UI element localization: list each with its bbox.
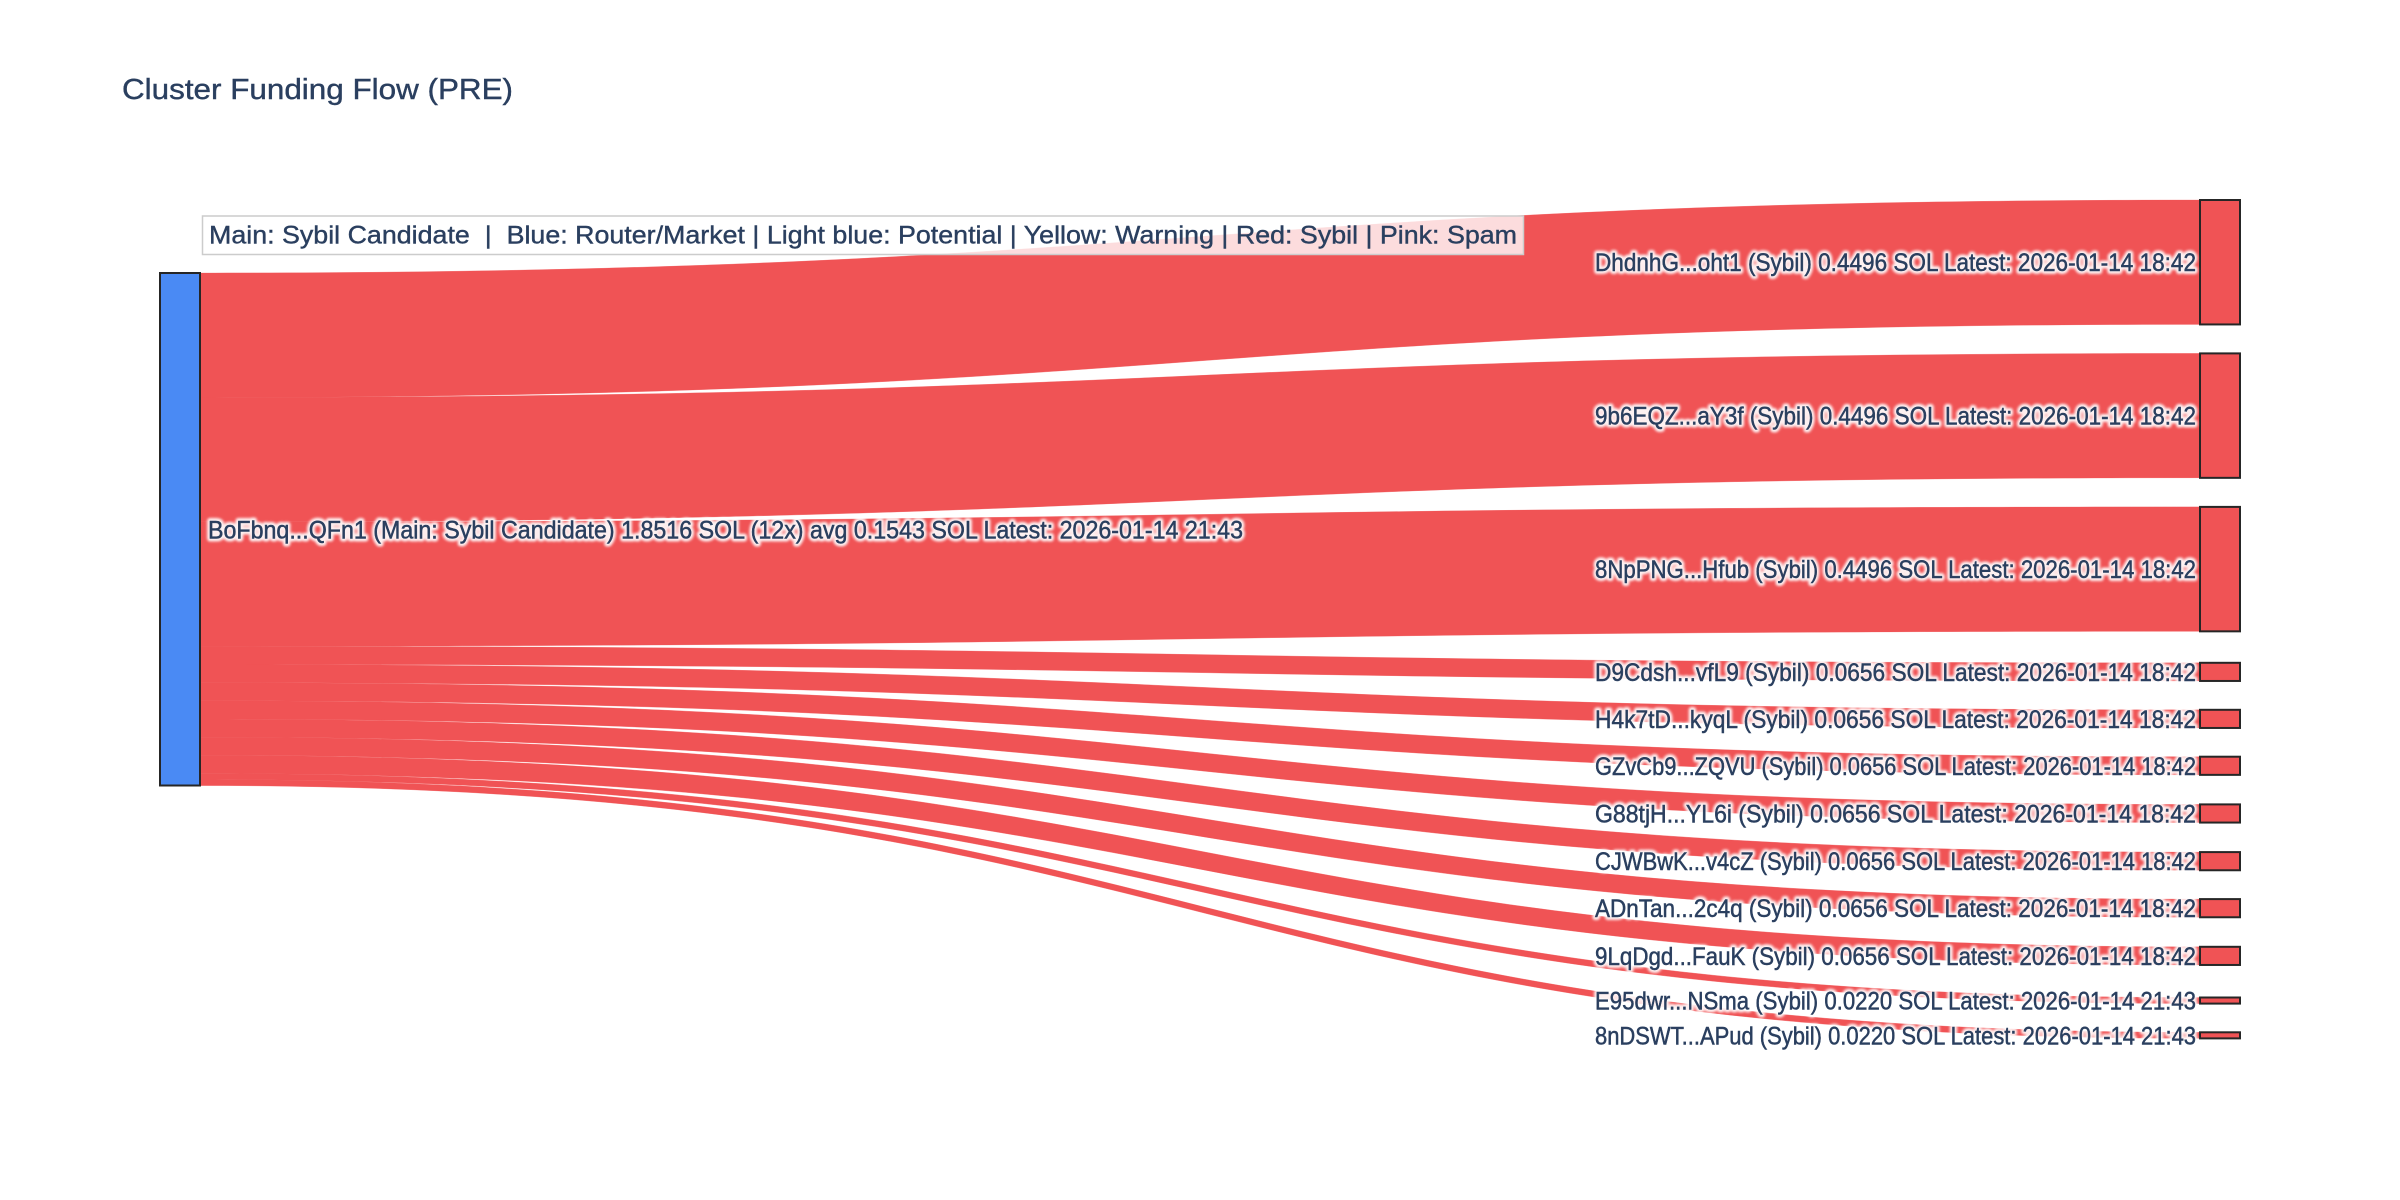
svg-text:H4k7tD...kyqL (Sybil) 0.0656 S: H4k7tD...kyqL (Sybil) 0.0656 SOL Latest:… bbox=[1595, 706, 2196, 734]
svg-text:CJWBwK...v4cZ (Sybil) 0.0656 S: CJWBwK...v4cZ (Sybil) 0.0656 SOL Latest:… bbox=[1595, 848, 2196, 876]
svg-text:9b6EQZ...aY3f (Sybil) 0.4496 S: 9b6EQZ...aY3f (Sybil) 0.4496 SOL Latest:… bbox=[1595, 403, 2196, 431]
svg-text:E95dwr...NSma (Sybil) 0.0220 S: E95dwr...NSma (Sybil) 0.0220 SOL Latest:… bbox=[1595, 988, 2196, 1016]
svg-text:D9Cdsh...vfL9 (Sybil) 0.0656 S: D9Cdsh...vfL9 (Sybil) 0.0656 SOL Latest:… bbox=[1595, 659, 2196, 687]
svg-text:DhdnhG...oht1 (Sybil) 0.4496 S: DhdnhG...oht1 (Sybil) 0.4496 SOL Latest:… bbox=[1595, 249, 2196, 277]
svg-text:8NpPNG...Hfub (Sybil) 0.4496 S: 8NpPNG...Hfub (Sybil) 0.4496 SOL Latest:… bbox=[1595, 556, 2196, 584]
svg-text:9LqDgd...FauK (Sybil) 0.0656 S: 9LqDgd...FauK (Sybil) 0.0656 SOL Latest:… bbox=[1595, 943, 2196, 971]
svg-text:CJWBwK...v4cZ (Sybil) 0.0656 S: CJWBwK...v4cZ (Sybil) 0.0656 SOL Latest:… bbox=[1595, 848, 2196, 876]
svg-text:E95dwr...NSma (Sybil) 0.0220 S: E95dwr...NSma (Sybil) 0.0220 SOL Latest:… bbox=[1595, 988, 2196, 1016]
svg-text:Main: Sybil Candidate | Blue: Main: Sybil Candidate | Blue: Router/Mar… bbox=[209, 222, 1517, 250]
svg-text:GZvCb9...ZQVU (Sybil) 0.0656 S: GZvCb9...ZQVU (Sybil) 0.0656 SOL Latest:… bbox=[1595, 753, 2196, 781]
svg-text:8nDSWT...APud (Sybil) 0.0220 S: 8nDSWT...APud (Sybil) 0.0220 SOL Latest:… bbox=[1595, 1022, 2196, 1050]
svg-text:D9Cdsh...vfL9 (Sybil) 0.0656 S: D9Cdsh...vfL9 (Sybil) 0.0656 SOL Latest:… bbox=[1595, 659, 2196, 687]
svg-text:BoFbnq...QFn1 (Main: Sybil Can: BoFbnq...QFn1 (Main: Sybil Candidate) 1.… bbox=[208, 516, 1243, 544]
svg-text:DhdnhG...oht1 (Sybil) 0.4496 S: DhdnhG...oht1 (Sybil) 0.4496 SOL Latest:… bbox=[1595, 249, 2196, 277]
svg-text:9b6EQZ...aY3f (Sybil) 0.4496 S: 9b6EQZ...aY3f (Sybil) 0.4496 SOL Latest:… bbox=[1595, 403, 2196, 431]
svg-text:G88tjH...YL6i (Sybil) 0.0656 S: G88tjH...YL6i (Sybil) 0.0656 SOL Latest:… bbox=[1595, 800, 2196, 828]
svg-text:ADnTan...2c4q (Sybil) 0.0656 S: ADnTan...2c4q (Sybil) 0.0656 SOL Latest:… bbox=[1595, 895, 2196, 923]
svg-text:8NpPNG...Hfub (Sybil) 0.4496 S: 8NpPNG...Hfub (Sybil) 0.4496 SOL Latest:… bbox=[1595, 556, 2196, 584]
svg-text:9LqDgd...FauK (Sybil) 0.0656 S: 9LqDgd...FauK (Sybil) 0.0656 SOL Latest:… bbox=[1595, 943, 2196, 971]
svg-text:G88tjH...YL6i (Sybil) 0.0656 S: G88tjH...YL6i (Sybil) 0.0656 SOL Latest:… bbox=[1595, 800, 2196, 828]
svg-text:BoFbnq...QFn1 (Main: Sybil Can: BoFbnq...QFn1 (Main: Sybil Candidate) 1.… bbox=[208, 516, 1243, 544]
svg-text:GZvCb9...ZQVU (Sybil) 0.0656 S: GZvCb9...ZQVU (Sybil) 0.0656 SOL Latest:… bbox=[1595, 753, 2196, 781]
svg-text:8nDSWT...APud (Sybil) 0.0220 S: 8nDSWT...APud (Sybil) 0.0220 SOL Latest:… bbox=[1595, 1022, 2196, 1050]
svg-text:Cluster Funding Flow (PRE): Cluster Funding Flow (PRE) bbox=[122, 74, 513, 106]
svg-text:H4k7tD...kyqL (Sybil) 0.0656 S: H4k7tD...kyqL (Sybil) 0.0656 SOL Latest:… bbox=[1595, 706, 2196, 734]
svg-text:ADnTan...2c4q (Sybil) 0.0656 S: ADnTan...2c4q (Sybil) 0.0656 SOL Latest:… bbox=[1595, 895, 2196, 923]
